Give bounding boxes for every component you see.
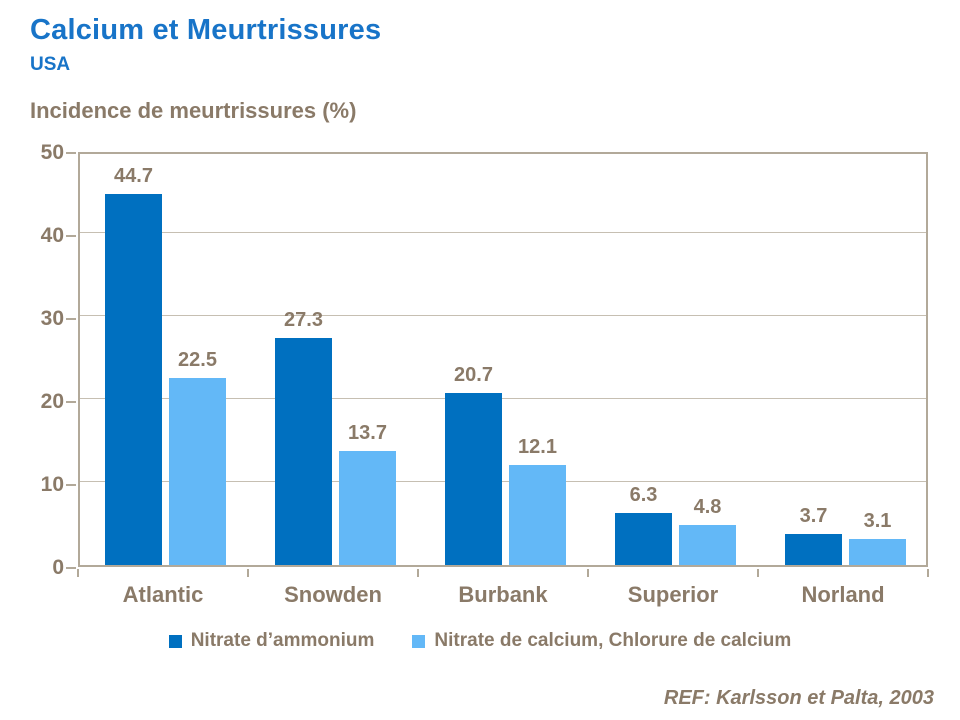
legend-item-series-1: Nitrate d’ammonium (168, 630, 375, 652)
legend-marker-light-blue-icon (412, 634, 426, 648)
bar-superior-series-2 (679, 525, 736, 565)
bar-atlantic-series-2 (169, 378, 226, 565)
bar-value-label: 20.7 (454, 364, 493, 387)
bar-value-label: 12.1 (518, 435, 557, 458)
bar-burbank-series-2 (509, 464, 566, 565)
legend-label-series-2: Nitrate de calcium, Chlorure de calcium (434, 630, 792, 651)
gridline (80, 315, 926, 316)
bar-snowden-series-1 (275, 338, 332, 565)
gridline (80, 398, 926, 399)
y-axis-tick-label: 30 (40, 307, 64, 330)
gridline (80, 481, 926, 482)
bar-snowden-series-2 (339, 451, 396, 565)
y-axis-tick-mark (66, 318, 76, 320)
bar-value-label: 27.3 (284, 309, 323, 332)
bar-value-label: 4.8 (693, 496, 722, 519)
y-axis-tick-label: 10 (40, 473, 64, 496)
x-axis-category-label-atlantic: Atlantic (122, 582, 204, 607)
bar-value-label: 6.3 (629, 483, 658, 506)
legend-label-series-1: Nitrate d’ammonium (190, 630, 375, 651)
y-axis-tick-label: 40 (40, 224, 64, 247)
bar-superior-series-1 (615, 512, 672, 565)
legend: Nitrate d’ammonium Nitrate de calcium, C… (0, 630, 960, 652)
bar-value-label: 13.7 (348, 422, 387, 445)
y-axis-tick-label: 50 (40, 141, 64, 164)
y-axis-title: Incidence de meurtrissures (%) (30, 98, 357, 123)
bar-value-label: 44.7 (114, 165, 153, 187)
x-axis-tick-mark (587, 569, 589, 577)
x-axis-tick-mark (77, 569, 79, 577)
y-axis-tick-label: 20 (40, 390, 64, 413)
chart-title: Calcium et Meurtrissures (30, 14, 382, 46)
x-axis-tick-mark (927, 569, 929, 577)
bar-norland-series-2 (849, 539, 906, 565)
y-axis-tick-mark (66, 401, 76, 403)
x-axis-tick-mark (247, 569, 249, 577)
legend-item-series-2: Nitrate de calcium, Chlorure de calcium (412, 630, 791, 652)
reference-citation: REF: Karlsson et Palta, 2003 (663, 687, 934, 709)
bar-value-label: 3.1 (863, 510, 892, 533)
bar-burbank-series-1 (445, 393, 502, 565)
bar-value-label: 22.5 (178, 349, 217, 372)
x-axis-tick-mark (757, 569, 759, 577)
y-axis-tick-mark (66, 152, 76, 154)
plot-area: 44.7 22.5 27.3 13.7 20.7 12.1 6.3 4.8 3.7 3.1 (78, 152, 928, 567)
y-axis-tick-label: 0 (52, 556, 64, 579)
y-axis-tick-mark (66, 484, 76, 486)
y-axis-tick-mark (66, 567, 76, 569)
x-axis-tick-mark (417, 569, 419, 577)
bar-atlantic-series-1 (105, 194, 162, 565)
bar-value-label: 3.7 (799, 505, 828, 528)
x-axis-category-label-snowden: Snowden (284, 582, 382, 607)
y-axis-tick-mark (66, 235, 76, 237)
x-axis-category-label-norland: Norland (801, 582, 885, 607)
legend-marker-dark-blue-icon (168, 634, 182, 648)
chart-subtitle: USA (30, 54, 71, 75)
bar-norland-series-1 (785, 534, 842, 565)
x-axis-category-label-superior: Superior (627, 582, 719, 607)
x-axis-category-label-burbank: Burbank (458, 582, 548, 607)
gridline (80, 232, 926, 233)
